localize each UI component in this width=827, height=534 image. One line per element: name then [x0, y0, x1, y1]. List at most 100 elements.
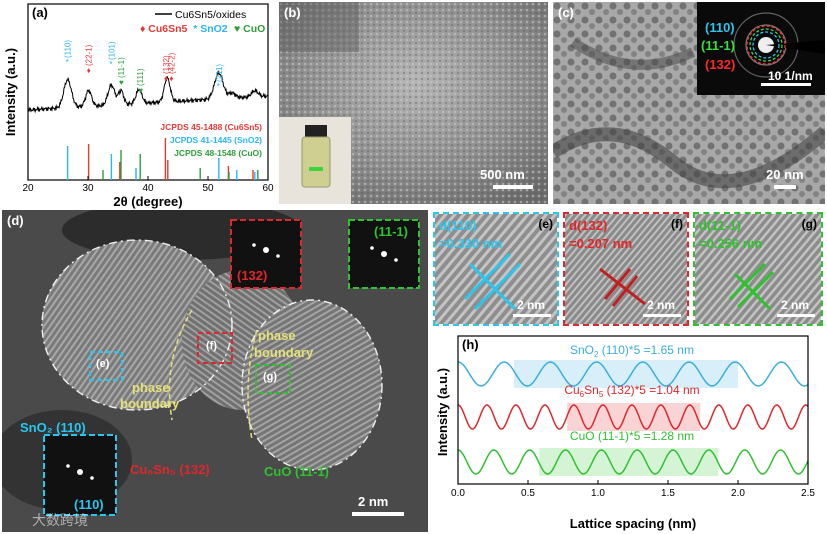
xrd-peak-marker: ♦ [87, 66, 91, 75]
cu6sn5-label: Cu₆Sn₅ (132) [130, 462, 210, 477]
xrd-peak-marker: ♦ [169, 74, 173, 83]
h-xtick-label: 1.5 [661, 488, 675, 499]
h-xtick-label: 2.0 [731, 488, 745, 499]
watermark: 大数跨境 [32, 513, 88, 529]
sem-image [279, 2, 548, 204]
xrd-peak-label: (110) [64, 40, 73, 58]
fft-label-110: (110) [74, 497, 104, 512]
xrd-xtick-label: 20 [22, 183, 34, 194]
panel-a-xrd: (110) * (22-1) ♦ (101) * (11-1) ♥ (111) ♥ (132) ♦ (4… [0, 0, 275, 210]
h-xlabel: Lattice spacing (nm) [570, 516, 696, 531]
xrd-peak-marker: * [109, 60, 112, 69]
lattice-profile-chart: 0.0 0.5 1.0 1.5 2.0 2.5 SnO2 (110)*5 =1.65 nm… [435, 335, 815, 531]
fft-inset-110 [43, 434, 117, 516]
panel-c-label: (c) [558, 5, 574, 20]
panel-e-lattice: (e) d(110) =0.330 nm 2 nm [433, 212, 559, 326]
panel-f-label: (f) [671, 217, 683, 231]
xrd-peak-marker: ♦ [164, 74, 168, 83]
saed-scale-text: 10 1/nm [768, 69, 813, 83]
h-ylabel: Intensity (a.u.) [435, 368, 450, 456]
fft-label-132: (132) [237, 268, 268, 283]
h-series-line [457, 449, 809, 475]
panel-e-d-line2: =0.330 nm [439, 236, 503, 251]
saed-label-132: (132) [705, 57, 736, 72]
panel-e-scale-text: 2 nm [517, 298, 546, 312]
h-xtick-label: 0.5 [521, 488, 535, 499]
xrd-peak-label: (101) [107, 41, 116, 60]
h-series-line [457, 361, 809, 387]
xrd-xtick-label: 30 [82, 183, 94, 194]
xrd-peak-marker: * [217, 82, 220, 91]
xrd-peak-marker: * [66, 58, 69, 67]
panel-c-tem: (c) (110) (11-1) (132) 10 1/nm 20 nm [553, 2, 825, 204]
sno2-label: SnO₂ (110) [20, 420, 86, 435]
h-series-label-cu6sn5: Cu6Sn5 (132)*5 =1.04 nm [564, 383, 699, 399]
tem-image [553, 2, 825, 204]
h-highlight-band [567, 403, 701, 431]
box-g [255, 364, 291, 394]
xrd-legend-marker: * SnO2 [193, 23, 228, 35]
xrd-ylabel: Intensity (a.u.) [3, 48, 18, 136]
panel-f-lattice: (f) d(132) =0.207 nm 2 nm [563, 212, 689, 326]
xrd-legend-line-label: Cu6Sn5/oxides [175, 9, 246, 21]
panel-g-lattice: (g) d(11-1) =0.256 nm 2 nm [693, 212, 823, 326]
xrd-legend-marker: ♦ Cu6Sn5 [140, 23, 188, 35]
panel-f-d-line2: =0.207 nm [569, 236, 633, 251]
xrd-pattern-line [27, 69, 269, 114]
box-g-label: (g) [263, 371, 278, 383]
panel-h-label: (h) [462, 337, 479, 352]
panel-c-scale-text: 20 nm [766, 167, 804, 182]
box-e-label: (e) [96, 358, 110, 370]
xrd-peak-label: (211) [215, 64, 224, 82]
xrd-xtick-label: 60 [262, 183, 274, 194]
panel-f-scale-text: 2 nm [647, 298, 676, 312]
phase-boundary-1b: boundary [120, 396, 180, 411]
xrd-ref-label: JCPDS 41-1445 (SnO2) [170, 135, 262, 145]
xrd-xtick-label: 40 [142, 183, 154, 194]
xrd-peak-label: (11-1) [117, 57, 126, 78]
h-series-label-cuo: CuO (11-1)*5 =1.28 nm [570, 429, 694, 443]
panel-f-d-line1: d(132) [569, 218, 608, 233]
panel-g-d-line1: d(11-1) [699, 218, 741, 233]
panel-b-scale-text: 500 nm [480, 167, 525, 182]
h-series-label-sno2: SnO2 (110)*5 =1.65 nm [570, 343, 694, 359]
box-f-label: (f) [206, 340, 217, 352]
h-xtick-label: 1.0 [591, 488, 605, 499]
panel-h-profiles: 0.0 0.5 1.0 1.5 2.0 2.5 SnO2 (110)*5 =1.65 nm… [432, 332, 827, 534]
xrd-legend-marker: ♥ CuO [234, 23, 265, 35]
xrd-ref-label: JCPDS 45-1488 (Cu6Sn5) [160, 122, 262, 132]
xrd-peak-label: (42-2) [167, 52, 176, 74]
xrd-ref-label: JCPDS 48-1548 (CuO) [174, 148, 262, 158]
h-xtick-label: 2.5 [801, 488, 815, 499]
h-xtick-label: 0.0 [451, 488, 465, 499]
xrd-chart: (110)* (22-1)♦(101)* (11-1)♥ (111)♥(132)♦(4… [3, 3, 274, 209]
panel-d-label: (d) [7, 213, 24, 228]
h-series-line [457, 404, 809, 430]
xrd-peak-label: (132) [162, 55, 171, 74]
cuo-label: CuO (11-1) [264, 464, 330, 479]
xrd-xtick-label: 50 [202, 183, 214, 194]
panel-g-label: (g) [801, 217, 817, 231]
phase-boundary-2b: boundary [254, 345, 314, 360]
phase-boundary-2a: phase [258, 328, 296, 343]
xrd-peak-label: (22-1) [85, 44, 94, 66]
panel-g-scale-text: 2 nm [781, 298, 810, 312]
fft-inset-132 [230, 219, 302, 289]
panel-e-d-line1: d(110) [439, 218, 477, 233]
panel-e-label: (e) [538, 217, 553, 231]
fft-label-11-1: (11-1) [374, 224, 408, 239]
hrtem-image [2, 210, 428, 532]
xrd-peak-marker: ♥ [119, 78, 124, 87]
panel-a-label: (a) [32, 5, 48, 20]
box-f [197, 332, 233, 364]
xrd-xlabel: 2θ (degree) [113, 194, 182, 209]
panel-g-d-line2: =0.256 nm [699, 236, 763, 251]
saed-label-11-1: (11-1) [701, 38, 735, 53]
panel-b-sem: (b) 500 nm [279, 2, 548, 204]
panel-c-scalebar [774, 185, 796, 189]
xrd-peak-label: (111) [136, 68, 145, 86]
panel-d-hrtem: (d) (132) (11-1) (110) (e) (f) (g) phase… [2, 210, 428, 532]
xrd-peak-marker: ♥ [138, 86, 143, 95]
panel-b-label: (b) [284, 5, 301, 20]
saed-label-110: (110) [705, 20, 735, 35]
